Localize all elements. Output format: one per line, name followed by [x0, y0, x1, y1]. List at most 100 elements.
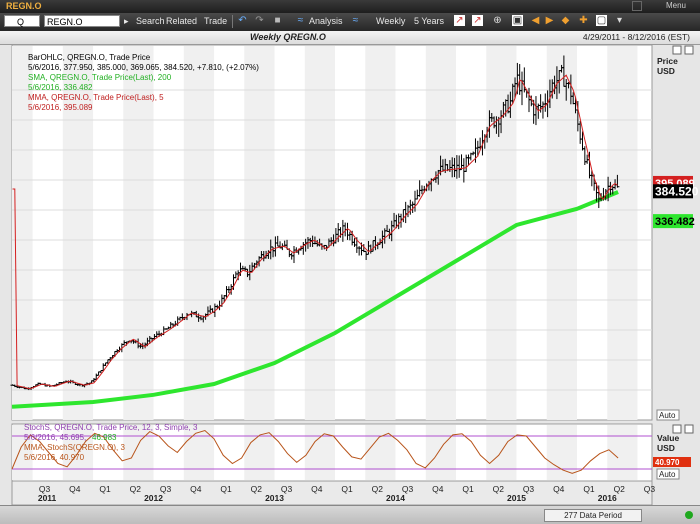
- x-quarter-label: Q3: [523, 484, 535, 494]
- quarter-band: [304, 46, 336, 420]
- interval-select[interactable]: Weekly: [376, 16, 406, 26]
- x-year-label: 2014: [386, 493, 405, 503]
- analysis-icon[interactable]: ≈: [297, 15, 304, 26]
- price-axis-label: Price: [657, 56, 678, 66]
- chart-title: Weekly QREGN.O: [250, 32, 326, 42]
- legend-mma-value: 5/6/2016, 395.089: [28, 103, 93, 112]
- legend-stoch-value-b: 46.983: [92, 433, 117, 442]
- x-quarter-label: Q3: [402, 484, 414, 494]
- x-quarter-label: Q4: [432, 484, 444, 494]
- x-quarter-label: Q2: [251, 484, 263, 494]
- undo-icon[interactable]: ↶: [238, 15, 247, 26]
- x-quarter-label: Q1: [583, 484, 595, 494]
- last-price-badge: [653, 184, 693, 199]
- price-auto-button[interactable]: [656, 409, 680, 421]
- scroll-left-icon[interactable]: ◀: [531, 15, 540, 26]
- x-year-label: 2015: [507, 493, 526, 503]
- legend: BarOHLC, QREGN.O, Trade Price 5/6/2016, …: [24, 53, 259, 462]
- symbol-input[interactable]: REGN.O: [44, 15, 120, 27]
- zoom-icon[interactable]: ⊕: [493, 15, 502, 26]
- chart-type-icon[interactable]: ≈: [352, 15, 359, 26]
- price-auto-label: Auto: [659, 411, 676, 420]
- x-year-label: 2016: [598, 493, 617, 503]
- panel-minimize-icon[interactable]: [672, 45, 682, 55]
- analysis-menu[interactable]: Analysis: [309, 16, 343, 26]
- x-year-label: 2011: [38, 493, 57, 503]
- data-period: 277 Data Period: [544, 509, 642, 522]
- line-chart-icon[interactable]: ↗: [454, 15, 465, 26]
- expand-icon[interactable]: ◆: [561, 15, 570, 26]
- more-icon[interactable]: ▾: [616, 15, 623, 26]
- quarter-band: [607, 46, 638, 420]
- quote-type-select[interactable]: Q: [4, 15, 40, 27]
- quarter-band: [183, 425, 215, 480]
- last-price-badge-label: 384.520: [655, 184, 699, 198]
- stoch-close-icon[interactable]: [684, 424, 694, 434]
- quarter-band: [486, 425, 517, 480]
- draw-icon[interactable]: ↗: [472, 15, 483, 26]
- price-axis-panel: Price USD Auto: [653, 45, 700, 421]
- quarter-band: [425, 46, 457, 420]
- legend-mma-name: MMA, QREGN.O, Trade Price(Last), 5: [28, 93, 164, 102]
- related-menu[interactable]: Related: [166, 16, 198, 26]
- legend-bar-values: 5/6/2016, 377.950, 385.000, 369.065, 384…: [28, 63, 259, 72]
- x-quarter-label: Q4: [553, 484, 565, 494]
- x-quarter-label: Q4: [69, 484, 81, 494]
- range-select[interactable]: 5 Years: [414, 16, 445, 26]
- x-year-label: 2013: [265, 493, 284, 503]
- x-quarter-label: Q2: [493, 484, 505, 494]
- quarter-band: [62, 46, 94, 420]
- x-quarter-label: Q1: [462, 484, 474, 494]
- legend-smma-name: MMA, StochS(QREGN.O), 3: [24, 443, 125, 452]
- value-axis-unit: USD: [657, 443, 675, 453]
- quarter-band: [12, 46, 33, 420]
- search-icon[interactable]: ▸: [124, 16, 129, 26]
- x-quarter-label: Q1: [341, 484, 353, 494]
- x-quarter-label: Q1: [220, 484, 232, 494]
- quarter-band: [425, 425, 457, 480]
- quarter-band: [244, 425, 275, 480]
- stoch-badge: [653, 457, 691, 467]
- stoch-line: [11, 429, 619, 474]
- x-quarter-label: Q3: [281, 484, 293, 494]
- panel-close-icon[interactable]: [684, 45, 694, 55]
- x-quarter-label: Q2: [130, 484, 142, 494]
- title-bar: REGN.O Menu: [0, 0, 700, 13]
- stoch-badge-label: 40.970: [655, 458, 680, 467]
- crosshair-icon[interactable]: ✚: [579, 15, 588, 26]
- value-auto-label: Auto: [659, 470, 676, 479]
- quarter-band: [546, 46, 577, 420]
- folder-icon[interactable]: ■: [274, 15, 281, 26]
- settings-icon[interactable]: ▢: [596, 15, 607, 26]
- x-quarter-label: Q4: [311, 484, 323, 494]
- options-icon[interactable]: ▣: [512, 15, 523, 26]
- legend-bar-name: BarOHLC, QREGN.O, Trade Price: [28, 53, 151, 62]
- x-quarter-label: Q3: [644, 484, 656, 494]
- x-quarter-label: Q4: [190, 484, 202, 494]
- connection-icon: [685, 511, 693, 519]
- mma-5-line: [12, 74, 618, 390]
- sma-badge: [653, 214, 693, 229]
- trade-menu[interactable]: Trade: [204, 16, 228, 26]
- legend-sma-value: 5/6/2016, 336.482: [28, 83, 93, 92]
- minimize-icon[interactable]: [632, 1, 642, 11]
- value-auto-button[interactable]: [656, 468, 680, 480]
- redo-icon[interactable]: ↷: [255, 15, 264, 26]
- x-quarter-label: Q3: [160, 484, 172, 494]
- stoch-minimize-icon[interactable]: [672, 424, 682, 434]
- x-quarter-label: Q2: [372, 484, 384, 494]
- price-panel-controls: [672, 45, 694, 434]
- legend-sma-name: SMA, QREGN.O, Trade Price(Last), 200: [28, 73, 172, 82]
- legend-stoch-value-a: 5/6/2016, 45.695,: [24, 433, 86, 442]
- window-title: REGN.O: [6, 1, 42, 11]
- quarter-band: [183, 46, 215, 420]
- search-button[interactable]: Search: [136, 16, 165, 26]
- quarter-band: [304, 425, 336, 480]
- scroll-right-icon[interactable]: ▶: [545, 15, 554, 26]
- x-quarter-label: Q1: [99, 484, 111, 494]
- status-bar: 277 Data Period: [0, 505, 700, 524]
- quarter-band: [244, 46, 275, 420]
- value-axis-label: Value: [657, 433, 679, 443]
- menu-button[interactable]: Menu: [665, 1, 686, 10]
